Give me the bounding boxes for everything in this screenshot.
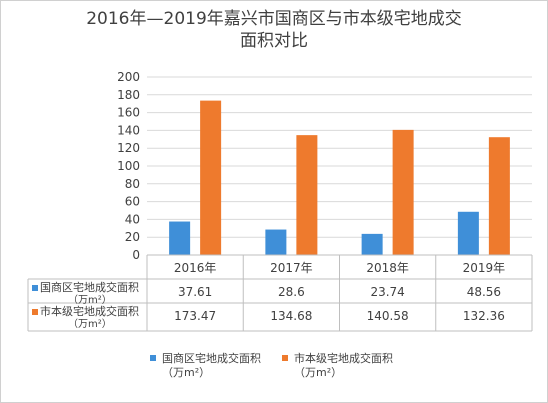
bar-series1: [361, 233, 383, 255]
table-swatch-series2: [32, 309, 38, 315]
x-category-label: 2018年: [366, 261, 409, 275]
chart-title-line1: 2016年—2019年嘉兴市国商区与市本级宅地成交: [86, 9, 462, 29]
data-label: 132.36: [463, 309, 505, 323]
chart-title-line2: 面积对比: [240, 31, 308, 51]
table-row-label: 市本级宅地成交面积: [40, 304, 139, 318]
y-tick-label: 100: [117, 159, 140, 173]
chart-title: 2016年—2019年嘉兴市国商区与市本级宅地成交 面积对比: [0, 8, 548, 52]
legend-unit-series1: （万m²）: [162, 366, 211, 379]
bar-series2: [200, 100, 222, 256]
bar-series1: [169, 221, 191, 255]
y-tick-label: 80: [125, 177, 140, 191]
bar-series2: [296, 135, 318, 255]
y-tick-label: 0: [132, 248, 140, 262]
y-tick-label: 160: [117, 106, 140, 120]
y-tick-label: 200: [117, 70, 140, 84]
data-label: 48.56: [467, 285, 501, 299]
y-tick-label: 180: [117, 88, 140, 102]
table-row-unit: （万m²）: [68, 318, 112, 330]
y-tick-label: 140: [117, 123, 140, 137]
bar-series1: [457, 211, 479, 255]
x-category-label: 2019年: [463, 261, 506, 275]
data-label: 134.68: [270, 309, 312, 323]
legend-swatch-series1: [150, 355, 156, 361]
table-swatch-series1: [32, 285, 38, 291]
legend-swatch-series2: [282, 355, 288, 361]
data-label: 23.74: [370, 285, 404, 299]
data-label: 37.61: [178, 285, 212, 299]
data-label: 28.6: [278, 285, 305, 299]
table-row-label: 国商区宅地成交面积: [40, 280, 139, 294]
legend-label-series2: 市本级宅地成交面积: [294, 352, 393, 365]
legend-unit-series2: （万m²）: [294, 366, 343, 379]
y-tick-label: 60: [125, 195, 140, 209]
y-tick-label: 120: [117, 141, 140, 155]
x-category-label: 2016年: [174, 261, 217, 275]
bar-series2: [488, 137, 510, 255]
y-tick-label: 40: [125, 212, 140, 226]
bar-series1: [265, 229, 287, 255]
y-tick-label: 20: [125, 230, 140, 244]
data-label: 173.47: [174, 309, 216, 323]
legend-item-series2: 市本级宅地成交面积 （万m²）: [282, 352, 393, 380]
legend-item-series1: 国商区宅地成交面积 （万m²）: [150, 352, 261, 380]
x-category-label: 2017年: [270, 261, 313, 275]
legend-label-series1: 国商区宅地成交面积: [162, 352, 261, 365]
table-row-unit: （万m²）: [68, 294, 112, 306]
bar-series2: [392, 129, 414, 255]
data-label: 140.58: [367, 309, 409, 323]
